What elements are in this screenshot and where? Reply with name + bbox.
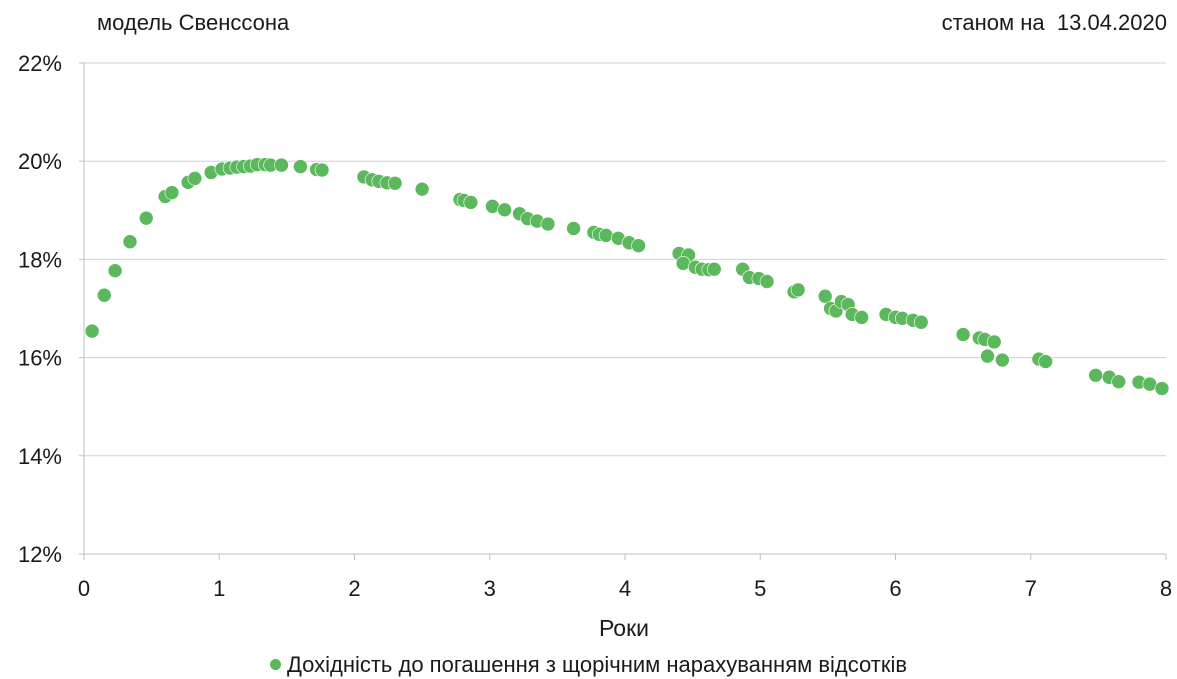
- data-point: [854, 310, 869, 325]
- y-tick-labels: 12% 14% 16% 18% 20% 22%: [18, 51, 62, 567]
- data-point: [1038, 354, 1053, 369]
- data-points: [84, 157, 1170, 396]
- x-tick-label: 8: [1160, 576, 1172, 601]
- date-label: станом на 13.04.2020: [941, 10, 1167, 35]
- y-tick-label: 12%: [18, 542, 62, 567]
- data-point: [980, 348, 995, 364]
- data-point: [274, 157, 289, 173]
- legend-marker: [269, 659, 281, 670]
- data-point: [986, 334, 1002, 350]
- y-tick-label: 18%: [18, 247, 62, 272]
- data-point: [913, 314, 929, 330]
- data-point: [138, 210, 154, 226]
- x-tick-label: 1: [213, 576, 225, 601]
- data-point: [566, 221, 581, 236]
- x-tick-labels: 0 1 2 3 4 5 6 7 8: [78, 576, 1172, 601]
- data-point: [790, 282, 806, 298]
- y-tick-label: 14%: [18, 444, 62, 469]
- data-point: [164, 185, 180, 200]
- grid-lines: [84, 62, 1166, 457]
- data-point: [1088, 367, 1103, 383]
- data-point: [96, 287, 112, 303]
- data-point: [107, 263, 123, 278]
- data-point: [995, 352, 1010, 368]
- x-axis-label: Роки: [599, 615, 649, 641]
- x-tick-label: 4: [619, 576, 631, 601]
- data-point: [955, 327, 971, 342]
- data-point: [497, 202, 512, 218]
- x-tick-label: 0: [78, 576, 90, 601]
- data-point: [387, 175, 403, 191]
- data-point: [759, 274, 775, 289]
- legend-label: Дохідність до погашення з щорічним нарах…: [286, 652, 908, 677]
- data-point: [706, 261, 722, 277]
- y-tick-label: 16%: [18, 346, 62, 371]
- data-point: [293, 159, 308, 174]
- data-point: [631, 238, 646, 253]
- data-point: [314, 162, 330, 178]
- axes: [79, 62, 1167, 560]
- x-tick-label: 7: [1025, 576, 1037, 601]
- data-point: [463, 195, 479, 210]
- data-point: [817, 288, 833, 304]
- data-point: [1154, 381, 1170, 396]
- x-tick-label: 5: [754, 576, 766, 601]
- x-tick-label: 3: [484, 576, 496, 601]
- data-point: [187, 171, 203, 186]
- data-point: [485, 199, 500, 214]
- y-tick-label: 20%: [18, 149, 62, 174]
- legend: Дохідність до погашення з щорічним нарах…: [0, 652, 1177, 678]
- x-tick-label: 6: [889, 576, 901, 601]
- model-label: модель Свенссона: [97, 10, 290, 35]
- data-point: [414, 181, 430, 197]
- data-point: [1111, 374, 1126, 389]
- x-tick-label: 2: [348, 576, 360, 601]
- data-point: [598, 228, 614, 243]
- data-point: [122, 234, 138, 250]
- data-point: [675, 256, 691, 271]
- y-tick-label: 22%: [18, 51, 62, 76]
- data-point: [84, 323, 100, 339]
- data-point: [540, 216, 556, 232]
